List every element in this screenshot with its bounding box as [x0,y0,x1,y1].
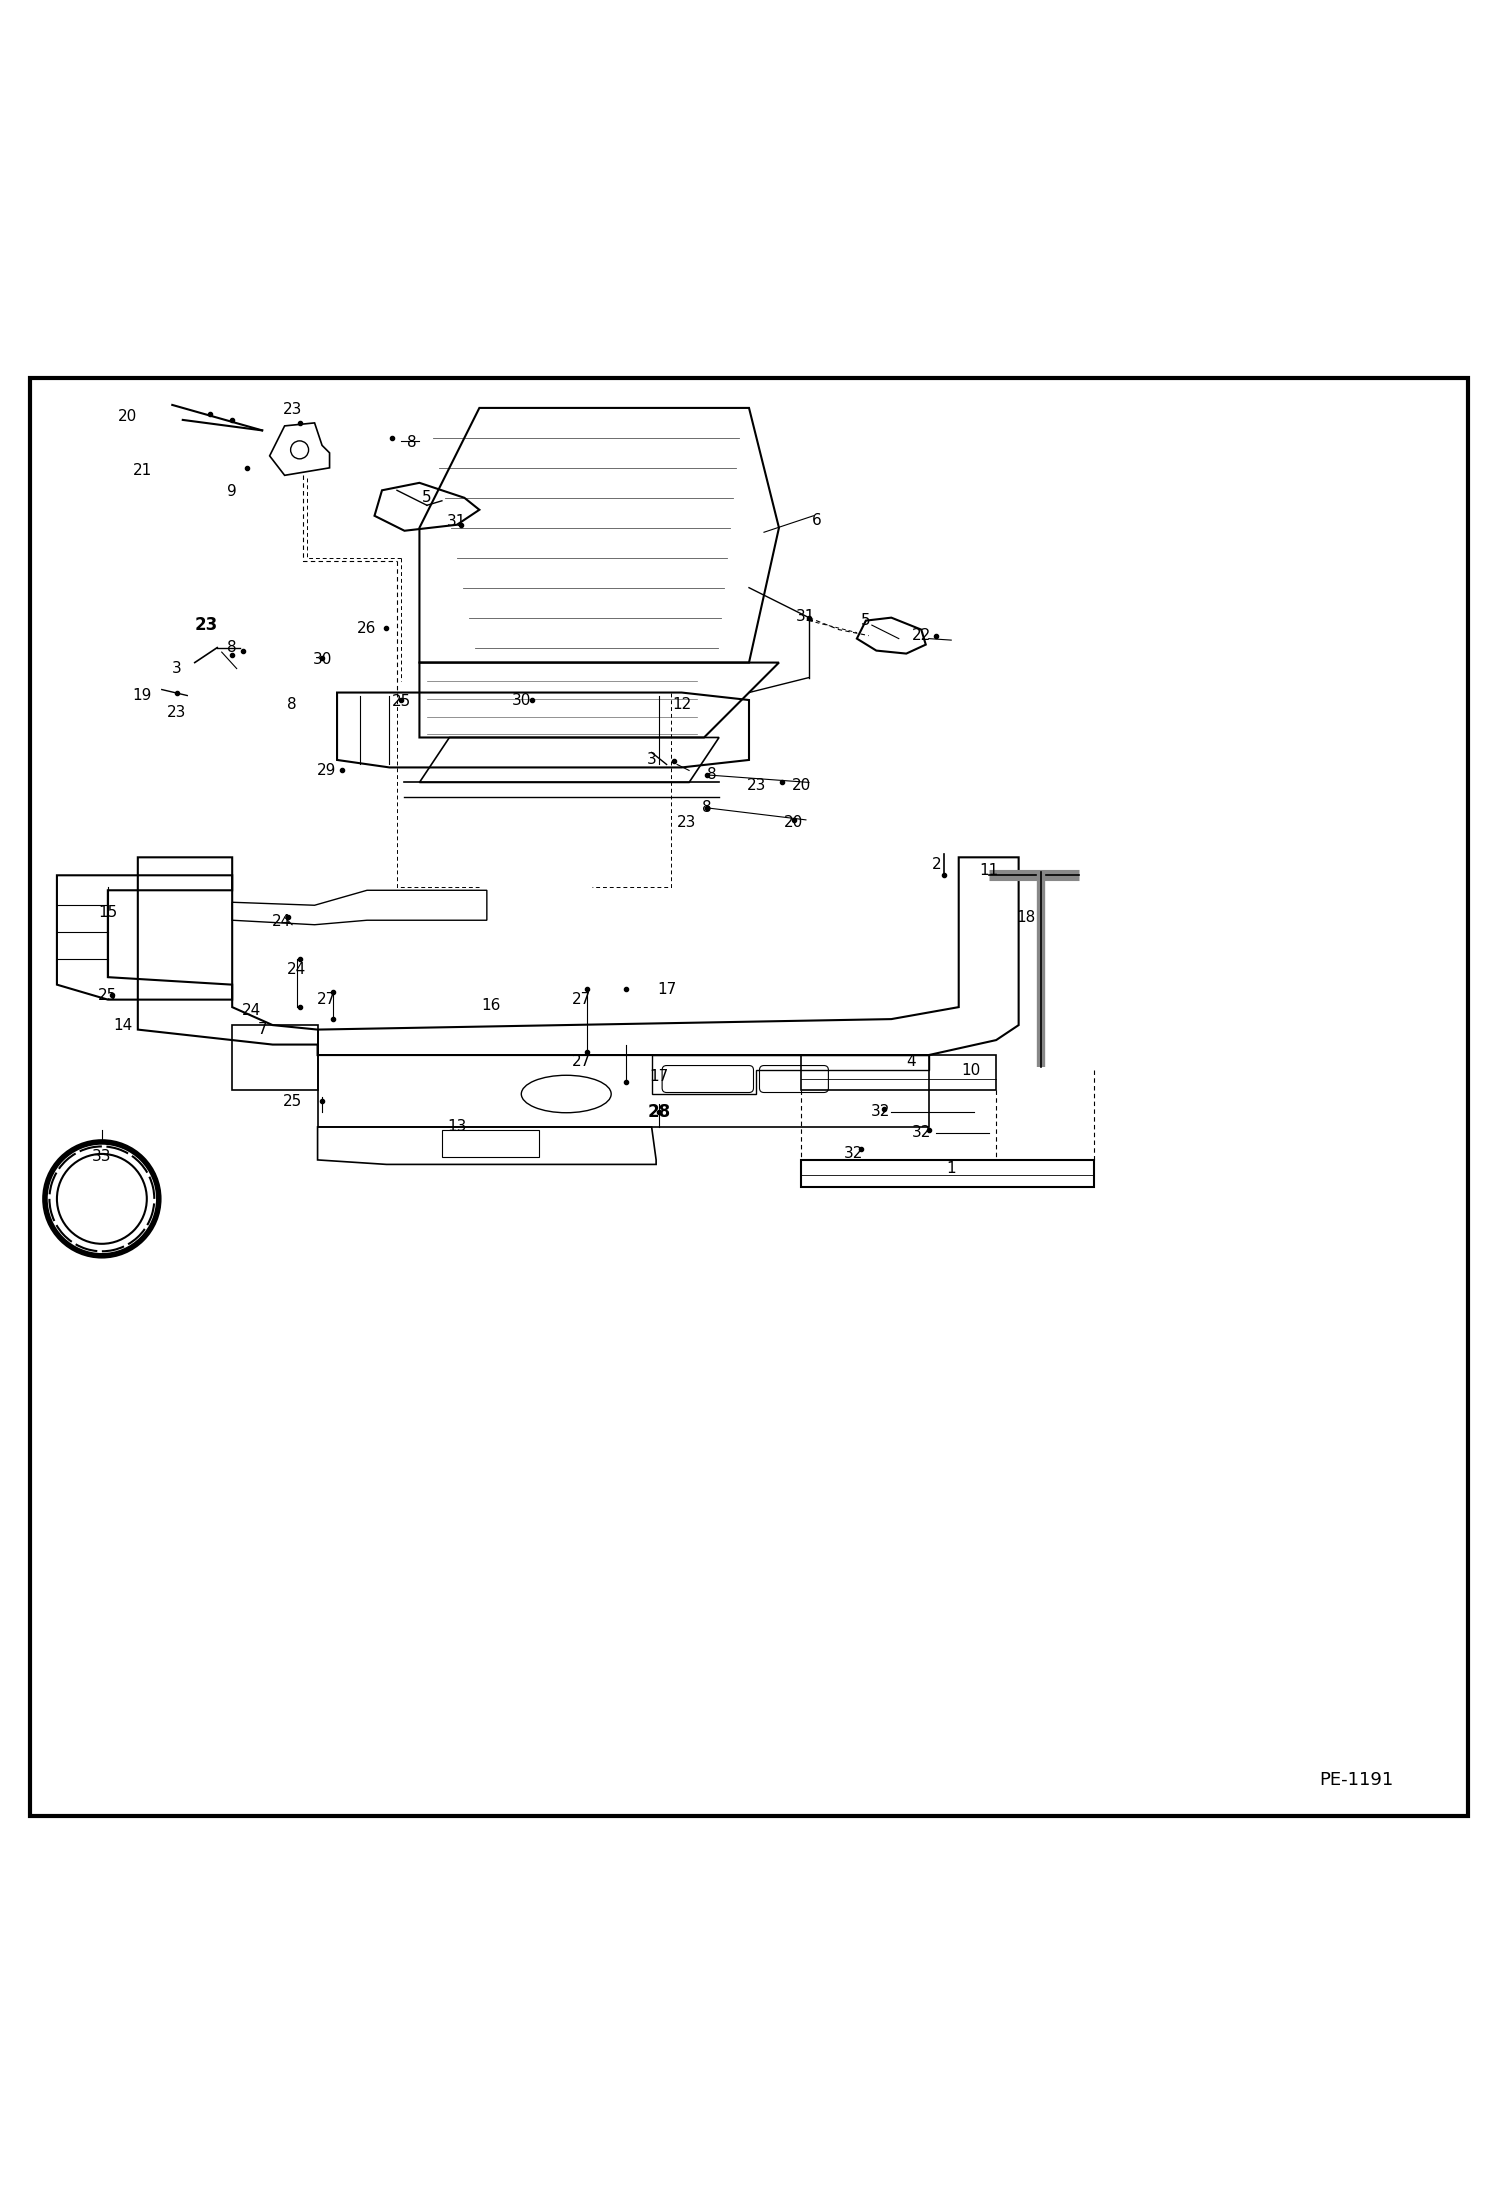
Text: 16: 16 [482,998,500,1014]
Text: 24: 24 [273,915,291,930]
Text: 18: 18 [1017,911,1035,924]
Text: 4: 4 [906,1053,915,1068]
Text: 13: 13 [448,1119,466,1134]
Text: 32: 32 [872,1104,890,1119]
Text: 10: 10 [962,1062,980,1077]
Text: 32: 32 [912,1126,930,1141]
Text: 28: 28 [647,1104,671,1121]
Text: 25: 25 [392,693,410,709]
Text: 8: 8 [407,434,416,450]
Text: 29: 29 [318,764,336,779]
Text: 14: 14 [114,1018,132,1033]
Text: 22: 22 [912,627,930,643]
Text: 12: 12 [673,698,691,713]
Text: 23: 23 [283,402,301,417]
Text: 23: 23 [168,704,186,720]
Text: 30: 30 [512,693,530,706]
Text: 20: 20 [785,816,803,829]
Text: 17: 17 [650,1068,668,1084]
Text: 3: 3 [647,753,656,768]
Text: 33: 33 [91,1150,112,1165]
Text: 1: 1 [947,1161,956,1176]
Text: 30: 30 [313,652,331,667]
Text: 8: 8 [703,801,712,816]
Text: 23: 23 [195,617,219,634]
Text: 8: 8 [228,641,237,656]
Text: 24: 24 [243,1003,261,1018]
Text: 27: 27 [572,992,590,1007]
Text: 5: 5 [861,612,870,627]
Text: 31: 31 [797,608,815,623]
Text: 6: 6 [812,513,821,529]
Text: 17: 17 [658,981,676,996]
Text: 3: 3 [172,660,181,676]
Text: 25: 25 [283,1095,301,1108]
Text: 7: 7 [258,1022,267,1038]
Text: PE-1191: PE-1191 [1318,1771,1393,1788]
Text: 23: 23 [677,816,695,829]
Text: 24: 24 [288,963,306,976]
Text: 19: 19 [133,689,151,702]
Text: 20: 20 [118,410,136,423]
Text: 23: 23 [748,779,765,792]
Text: 27: 27 [572,1053,590,1068]
Text: 32: 32 [845,1147,863,1161]
Text: 26: 26 [358,621,376,636]
Text: 8: 8 [707,768,716,783]
Text: 5: 5 [422,489,431,505]
Text: 25: 25 [99,987,117,1003]
Bar [442,1130,539,1156]
Text: 20: 20 [792,779,810,792]
Text: 27: 27 [318,992,336,1007]
Text: 8: 8 [288,698,297,713]
Text: 21: 21 [133,463,151,478]
Text: 2: 2 [932,858,941,873]
Text: 31: 31 [448,513,466,529]
Text: 9: 9 [228,485,237,500]
Text: 11: 11 [980,862,998,878]
Text: 15: 15 [99,906,117,919]
